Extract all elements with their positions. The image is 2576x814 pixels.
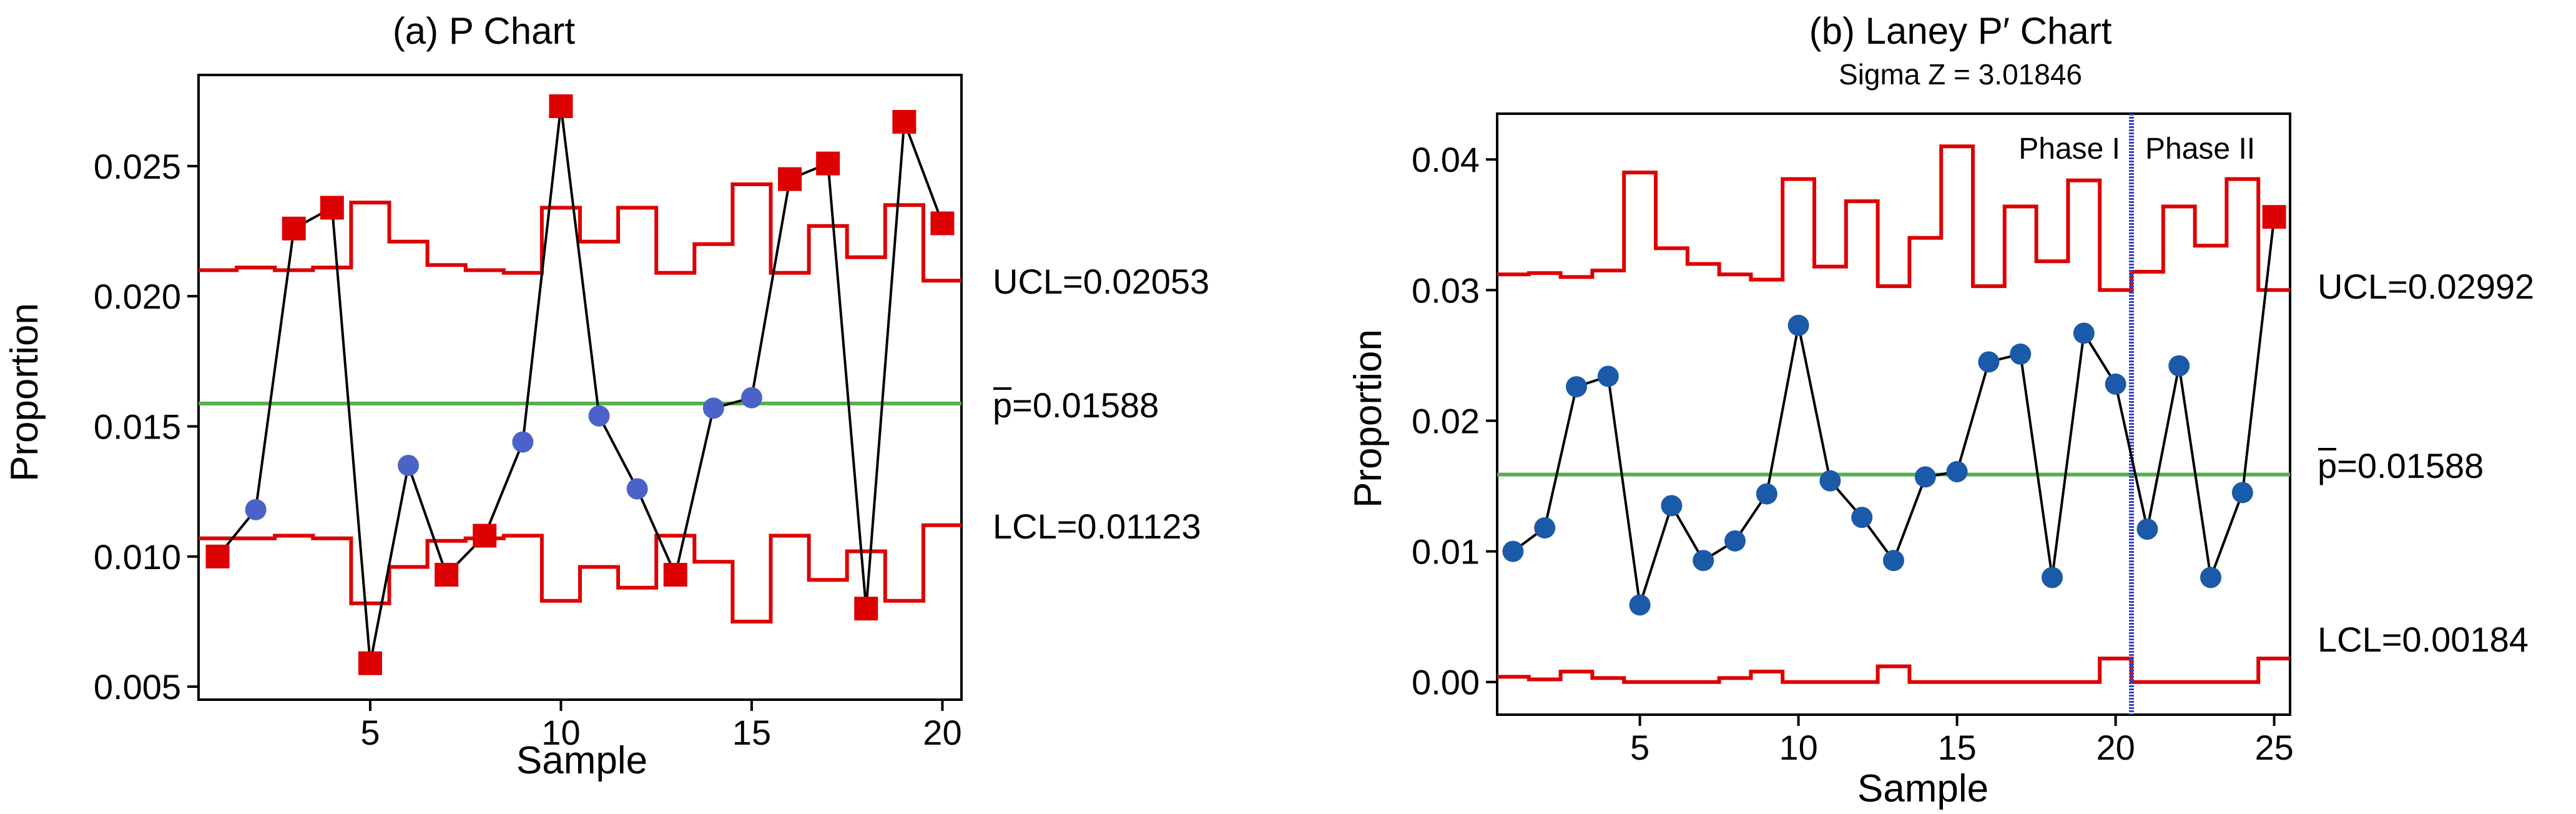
data-point [1946,461,1968,483]
center-line-label: p=0.01588 [2318,446,2484,485]
lcl-label: LCL=0.01123 [993,507,1201,546]
data-point [2010,343,2032,365]
x-tick-label: 20 [923,713,961,752]
p-bar-symbol: p [993,385,1012,425]
data-point [1597,365,1619,387]
y-tick-label: 0.04 [1412,140,1480,179]
data-point-out-of-control [282,216,306,241]
data-point [398,455,420,476]
data-point [588,405,610,427]
plot-frame [197,74,963,701]
chart-subtitle: Sigma Z = 3.01846 [1839,58,2082,91]
y-tick-label: 0.015 [94,407,181,447]
chart-title: (b) Laney P′ Chart [1809,10,2112,52]
x-axis-label: Sample [1857,767,1989,810]
laney-p-prime-chart-panel: (b) Laney P′ Chart Sigma Z = 3.01846 0.0… [1347,10,2534,810]
data-point [1978,351,2000,373]
y-tick-label: 0.020 [94,277,181,316]
data-point-out-of-control [854,597,878,621]
plot-area: 0.00 0.01 0.02 0.03 0.04 5 10 15 20 25 Phase I Phas… [1412,112,2294,767]
data-point-out-of-control [473,524,497,548]
data-point [1534,517,1556,539]
center-line-value: =0.01588 [1012,385,1159,425]
data-point [2136,519,2158,540]
data-point-out-of-control [892,110,917,134]
data-point-out-of-control [663,563,687,587]
data-point [2168,355,2190,377]
data-point-out-of-control [205,544,230,568]
data-point [1851,507,1873,529]
data-point [626,478,648,500]
data-point-out-of-control [930,211,955,236]
phase-2-label: Phase II [2145,132,2255,166]
y-axis-label: Proportion [3,303,46,482]
x-tick-label: 10 [541,713,580,752]
x-tick-label: 15 [732,713,771,752]
x-tick-label: 5 [1630,728,1649,767]
data-point [1566,376,1587,398]
data-point [512,431,534,453]
data-point [1787,314,1809,336]
data-point [1756,483,1777,505]
ucl-line [1497,144,2290,292]
data-point [2200,567,2221,588]
data-point [2073,322,2095,344]
data-point [1883,550,1904,572]
data-point-out-of-control [816,151,840,176]
data-point [2231,482,2253,504]
data-point [245,499,267,520]
data-point-out-of-control [778,167,802,191]
data-point [1914,466,1936,488]
lcl-line [1497,657,2290,684]
x-tick-label: 15 [1937,728,1976,767]
ucl-label: UCL=0.02992 [2318,267,2534,306]
data-point [1724,530,1746,552]
series-line [1512,216,2276,605]
y-tick-label: 0.010 [94,537,181,577]
center-line-value: =0.01588 [2337,446,2484,485]
y-tick-label: 0.02 [1412,401,1480,440]
x-tick-label: 10 [1779,728,1817,767]
data-point [1693,550,1714,572]
p-bar-symbol: p [2318,446,2337,485]
data-point-out-of-control [358,651,382,675]
data-point [2042,567,2063,588]
y-axis-label: Proportion [1347,329,1390,508]
center-line-label: p=0.01588 [993,385,1159,425]
data-point-out-of-control [2262,205,2286,229]
y-tick-label: 0.00 [1412,663,1480,702]
lcl-line [199,523,961,623]
lcl-label: LCL=0.00184 [2318,620,2529,659]
y-tick-label: 0.01 [1412,532,1480,572]
y-tick-label: 0.025 [94,147,181,186]
data-point [1819,470,1841,492]
x-tick-label: 5 [360,713,380,752]
x-axis-label: Sample [516,739,647,782]
x-tick-label: 20 [2096,728,2135,767]
data-point [1661,495,1683,517]
ucl-line [199,182,961,283]
y-tick-label: 0.005 [94,667,181,707]
data-point [1629,594,1651,616]
phase-1-label: Phase I [2018,132,2120,166]
data-point [1502,540,1524,562]
data-point [702,397,724,419]
data-point-out-of-control [320,196,344,220]
data-point-out-of-control [435,563,459,587]
p-chart-panel: (a) P Chart 0.005 0.010 0.015 0.020 0.025 5 10… [3,10,1209,782]
data-point [740,387,762,409]
chart-title: (a) P Chart [393,10,576,52]
plot-area: 0.005 0.010 0.015 0.020 0.025 5 10 15 20 [94,74,963,752]
x-tick-label: 25 [2254,728,2293,767]
data-point-out-of-control [549,94,573,118]
y-tick-label: 0.03 [1412,271,1480,310]
ucl-label: UCL=0.02053 [993,262,1209,301]
data-point [2105,373,2126,395]
plot-frame [1496,112,2291,716]
